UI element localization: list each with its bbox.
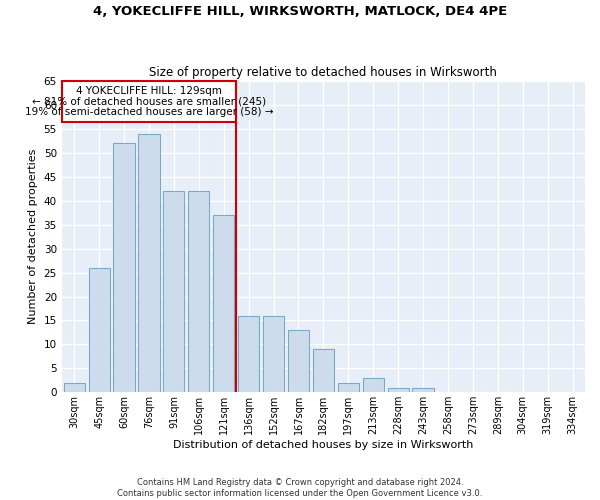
Text: Contains HM Land Registry data © Crown copyright and database right 2024.
Contai: Contains HM Land Registry data © Crown c… bbox=[118, 478, 482, 498]
Text: 4 YOKECLIFFE HILL: 129sqm: 4 YOKECLIFFE HILL: 129sqm bbox=[76, 86, 222, 96]
Bar bbox=[238, 316, 259, 392]
Text: 19% of semi-detached houses are larger (58) →: 19% of semi-detached houses are larger (… bbox=[25, 107, 273, 117]
Bar bbox=[89, 268, 110, 392]
Bar bbox=[313, 349, 334, 393]
X-axis label: Distribution of detached houses by size in Wirksworth: Distribution of detached houses by size … bbox=[173, 440, 473, 450]
Text: ← 81% of detached houses are smaller (245): ← 81% of detached houses are smaller (24… bbox=[32, 96, 266, 106]
Bar bbox=[64, 382, 85, 392]
Bar bbox=[213, 215, 234, 392]
Bar bbox=[188, 191, 209, 392]
Bar bbox=[362, 378, 384, 392]
Bar bbox=[412, 388, 434, 392]
Y-axis label: Number of detached properties: Number of detached properties bbox=[28, 149, 38, 324]
FancyBboxPatch shape bbox=[62, 81, 236, 122]
Bar bbox=[388, 388, 409, 392]
Text: 4, YOKECLIFFE HILL, WIRKSWORTH, MATLOCK, DE4 4PE: 4, YOKECLIFFE HILL, WIRKSWORTH, MATLOCK,… bbox=[93, 5, 507, 18]
Bar bbox=[263, 316, 284, 392]
Bar bbox=[139, 134, 160, 392]
Bar bbox=[113, 144, 134, 392]
Bar bbox=[163, 191, 184, 392]
Bar bbox=[338, 382, 359, 392]
Title: Size of property relative to detached houses in Wirksworth: Size of property relative to detached ho… bbox=[149, 66, 497, 78]
Bar bbox=[288, 330, 309, 392]
